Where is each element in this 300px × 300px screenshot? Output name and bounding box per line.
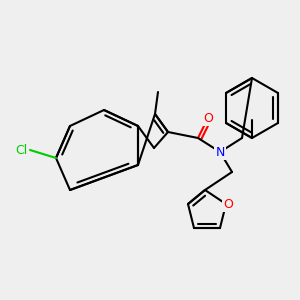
Text: N: N <box>215 146 225 158</box>
Text: Cl: Cl <box>15 143 27 157</box>
Text: O: O <box>203 112 213 124</box>
Text: O: O <box>223 197 233 211</box>
